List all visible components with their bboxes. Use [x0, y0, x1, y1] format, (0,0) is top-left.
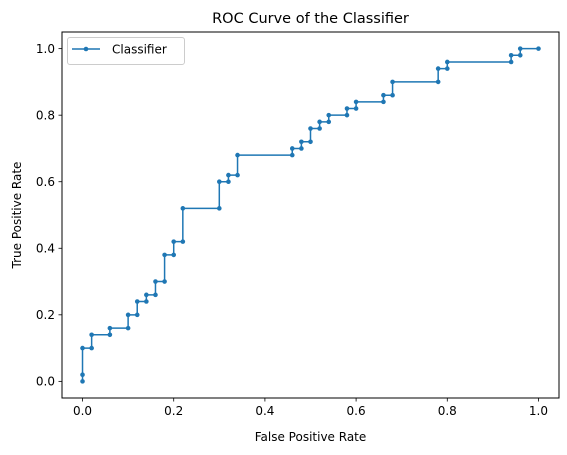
data-point	[435, 79, 441, 85]
data-point	[326, 119, 332, 125]
y-tick-label: 0.8	[36, 108, 55, 122]
x-tick-label: 0.6	[347, 404, 366, 418]
data-point	[180, 239, 186, 244]
data-point	[289, 152, 295, 158]
x-axis: 0.0 0.2 0.4 0.6 0.8 1.0	[73, 398, 548, 418]
data-point	[171, 252, 177, 258]
data-point	[125, 325, 131, 331]
x-tick-label: 0.2	[164, 404, 183, 418]
data-point	[125, 312, 131, 318]
chart-title: ROC Curve of the Classifier	[212, 11, 409, 27]
data-point	[317, 119, 322, 125]
data-point	[344, 106, 350, 111]
data-point	[153, 292, 158, 298]
legend-label-classifier: Classifier	[112, 43, 167, 57]
x-tick-label: 0.8	[438, 404, 457, 418]
y-axis: 0.0 0.2 0.4 0.6 0.8 1.0	[36, 42, 62, 389]
data-point	[381, 99, 386, 105]
data-point	[536, 46, 541, 51]
axes-frame	[61, 31, 560, 399]
data-point	[217, 179, 222, 185]
data-point	[217, 206, 222, 211]
x-tick-label: 0.0	[73, 404, 92, 418]
data-point	[162, 279, 167, 284]
x-tick-label: 0.4	[255, 404, 274, 418]
data-point	[162, 252, 167, 258]
data-point	[89, 332, 94, 338]
data-point	[381, 92, 386, 98]
data-point	[235, 172, 240, 178]
data-point	[134, 299, 140, 304]
y-axis-label: True Positive Rate	[10, 162, 24, 270]
data-point	[180, 206, 186, 211]
legend-marker-swatch	[83, 46, 89, 52]
data-point	[517, 52, 523, 58]
data-point	[508, 59, 514, 65]
data-point	[435, 66, 441, 71]
data-point	[299, 139, 304, 145]
data-point	[107, 325, 113, 331]
x-axis-label: False Positive Rate	[255, 430, 367, 444]
plot-background	[62, 32, 559, 398]
data-point	[390, 92, 395, 98]
data-point	[153, 279, 158, 284]
data-point	[326, 112, 332, 118]
legend: Classifier	[67, 37, 185, 65]
data-point	[80, 345, 85, 351]
data-point	[390, 79, 395, 85]
data-point	[289, 146, 295, 151]
plot-area	[61, 31, 560, 399]
data-point	[308, 126, 313, 131]
data-point	[308, 139, 313, 145]
y-tick-label: 0.6	[36, 175, 55, 189]
data-point	[144, 299, 149, 304]
data-point	[517, 46, 523, 51]
data-point	[80, 372, 85, 378]
data-point	[144, 292, 149, 298]
data-point	[317, 126, 322, 131]
data-point	[508, 52, 514, 58]
y-tick-label: 0.4	[36, 241, 55, 255]
y-tick-label: 0.0	[36, 375, 55, 389]
data-point	[444, 66, 450, 71]
data-point	[353, 106, 359, 111]
data-point	[134, 312, 140, 318]
data-point	[80, 379, 85, 384]
series-layer	[80, 46, 541, 384]
data-point	[444, 59, 450, 65]
data-point	[344, 112, 350, 118]
data-point	[353, 99, 359, 105]
data-point	[235, 152, 240, 158]
x-tick-label: 1.0	[529, 404, 548, 418]
legend-box	[67, 37, 185, 65]
data-point	[107, 332, 113, 338]
data-point	[89, 345, 94, 351]
y-tick-label: 0.2	[36, 308, 55, 322]
data-point	[226, 179, 231, 185]
data-point	[226, 172, 231, 178]
data-point	[171, 239, 177, 244]
data-point	[299, 146, 304, 151]
y-tick-label: 1.0	[36, 42, 55, 56]
